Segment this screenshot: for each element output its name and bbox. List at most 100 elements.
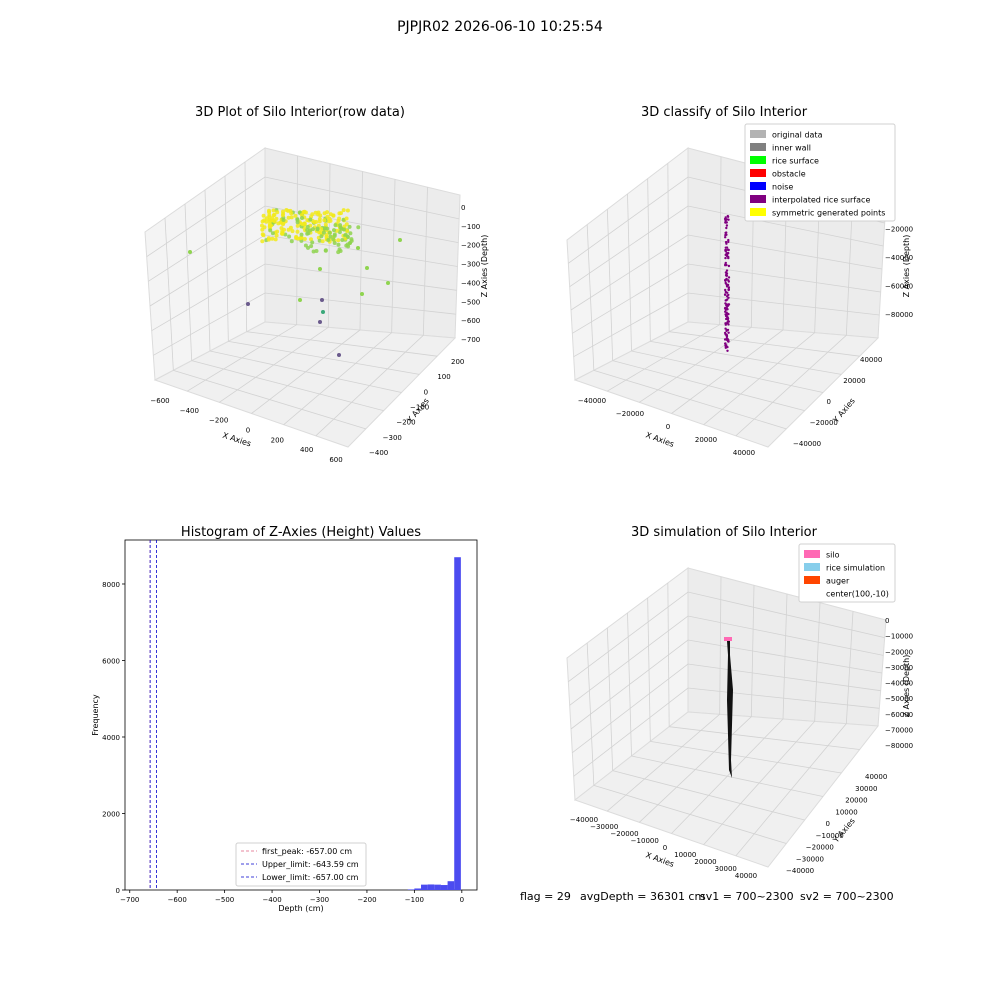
classified-point <box>726 312 729 315</box>
raw-point <box>327 216 332 221</box>
classified-point <box>727 255 730 259</box>
raw-point <box>315 227 320 232</box>
raw-point <box>290 229 295 234</box>
x-axis-label: X Axies <box>644 430 675 449</box>
y-axis-tick-label: 200 <box>451 358 464 366</box>
x-axis-tick-label: −200 <box>209 417 228 425</box>
z-axis-tick-label: −400 <box>461 279 480 287</box>
raw-point <box>289 211 294 216</box>
x-axis-tick-label: −40000 <box>570 816 598 824</box>
raw-point <box>348 231 353 236</box>
raw-point <box>331 237 336 242</box>
flag-text: flag = 29 <box>520 890 571 903</box>
simulation-plot-title: 3D simulation of Silo Interior <box>631 525 818 540</box>
classified-point <box>727 218 730 221</box>
classified-point <box>724 346 727 349</box>
simulation-legend-label: silo <box>826 551 840 560</box>
raw-point <box>328 212 333 217</box>
raw-point <box>345 234 350 239</box>
classified-point <box>727 288 730 291</box>
raw-point <box>337 230 342 235</box>
figure-suptitle: PJPJR02 2026-06-10 10:25:54 <box>397 19 603 35</box>
z-axis-tick-label: −60000 <box>885 711 913 719</box>
z-axis-tick-label: −50000 <box>885 695 913 703</box>
classified-point <box>727 339 730 342</box>
raw-point <box>319 227 324 231</box>
classified-point <box>724 246 727 249</box>
z-axis-tick-label: −10000 <box>885 633 913 641</box>
z-axis-tick-label: −70000 <box>885 726 913 734</box>
z-axis-label: Z Axies (Depth) <box>902 655 911 718</box>
raw-point <box>264 219 269 224</box>
classify-legend-frame <box>744 123 896 222</box>
classified-point <box>725 272 729 275</box>
classified-point <box>723 217 727 221</box>
classified-point <box>724 256 727 260</box>
classified-point <box>727 276 731 279</box>
raw-point <box>317 238 322 243</box>
z-axis-tick-label: −40000 <box>885 254 913 262</box>
raw-point <box>284 208 289 212</box>
classify-legend-label: interpolated rice surface <box>772 196 870 205</box>
z-axis-tick-label: −80000 <box>885 311 913 319</box>
raw-point <box>260 223 264 228</box>
sv2-text: sv2 = 700~2300 <box>800 890 894 903</box>
raw-point <box>360 292 364 296</box>
raw-point <box>295 229 300 234</box>
y-axis-tick-label: 0 <box>826 820 830 828</box>
raw-point <box>344 216 349 221</box>
classified-point <box>726 322 729 325</box>
y-axis-tick-label: 20000 <box>845 797 867 805</box>
classify-legend-label: noise <box>772 183 793 192</box>
raw-point <box>274 233 279 238</box>
grid-line <box>568 591 885 682</box>
raw-point <box>338 249 343 253</box>
simulation-legend-swatch <box>804 576 820 584</box>
x-axis-tick-label: −20000 <box>616 410 644 418</box>
classified-point <box>724 240 728 244</box>
classify-legend-label: original data <box>772 131 823 140</box>
raw-point <box>280 213 285 218</box>
classified-point <box>727 293 730 297</box>
x-axis-tick-label: 20000 <box>694 858 716 866</box>
y-axis-tick-label: −30000 <box>796 855 824 863</box>
y-axis-label: Frequency <box>91 694 100 736</box>
raw-point <box>287 234 292 239</box>
grid-line <box>569 205 884 287</box>
y-axis-tick-label: −300 <box>383 434 402 442</box>
raw-point <box>318 320 322 324</box>
raw-point <box>333 223 338 228</box>
classified-point <box>727 240 730 244</box>
y-axis-tick-label: −40000 <box>793 440 821 448</box>
raw-point <box>323 226 328 231</box>
raw-point <box>261 233 266 238</box>
raw-point <box>309 237 313 242</box>
z-axis-tick-label: 0 <box>461 204 465 212</box>
x-axis-tick-label: 400 <box>300 446 313 454</box>
panel-simulation: 3D simulation of Silo Interior −40000−30… <box>566 525 913 880</box>
classified-point <box>725 226 728 230</box>
simulation-legend-label: center(100,-10) <box>826 590 889 599</box>
y-axis-tick-label: −10000 <box>816 832 844 840</box>
z-axis-label: Z Axies (Depth) <box>480 235 489 298</box>
x-axis-label: Depth (cm) <box>278 904 323 913</box>
grid-line <box>569 615 884 706</box>
x-axis-tick-label: 0 <box>663 844 667 852</box>
raw-point <box>306 231 311 236</box>
classified-point <box>727 279 730 282</box>
raw-point <box>268 228 273 233</box>
classify-legend-label: inner wall <box>772 144 811 153</box>
z-axis-label: Z Axies (Depth) <box>902 235 911 298</box>
raw-point <box>323 248 328 253</box>
classified-point <box>727 296 730 299</box>
classified-point <box>726 349 729 352</box>
classified-point <box>727 331 730 334</box>
raw-point <box>299 213 304 217</box>
classified-point <box>723 307 727 310</box>
classify-legend-swatch <box>750 195 766 203</box>
x-tick-label: −500 <box>215 896 234 904</box>
x-axis-tick-label: −30000 <box>590 823 618 831</box>
simulation-legend-label: auger <box>826 577 850 586</box>
raw-point <box>322 218 327 223</box>
raw-point <box>246 302 250 306</box>
